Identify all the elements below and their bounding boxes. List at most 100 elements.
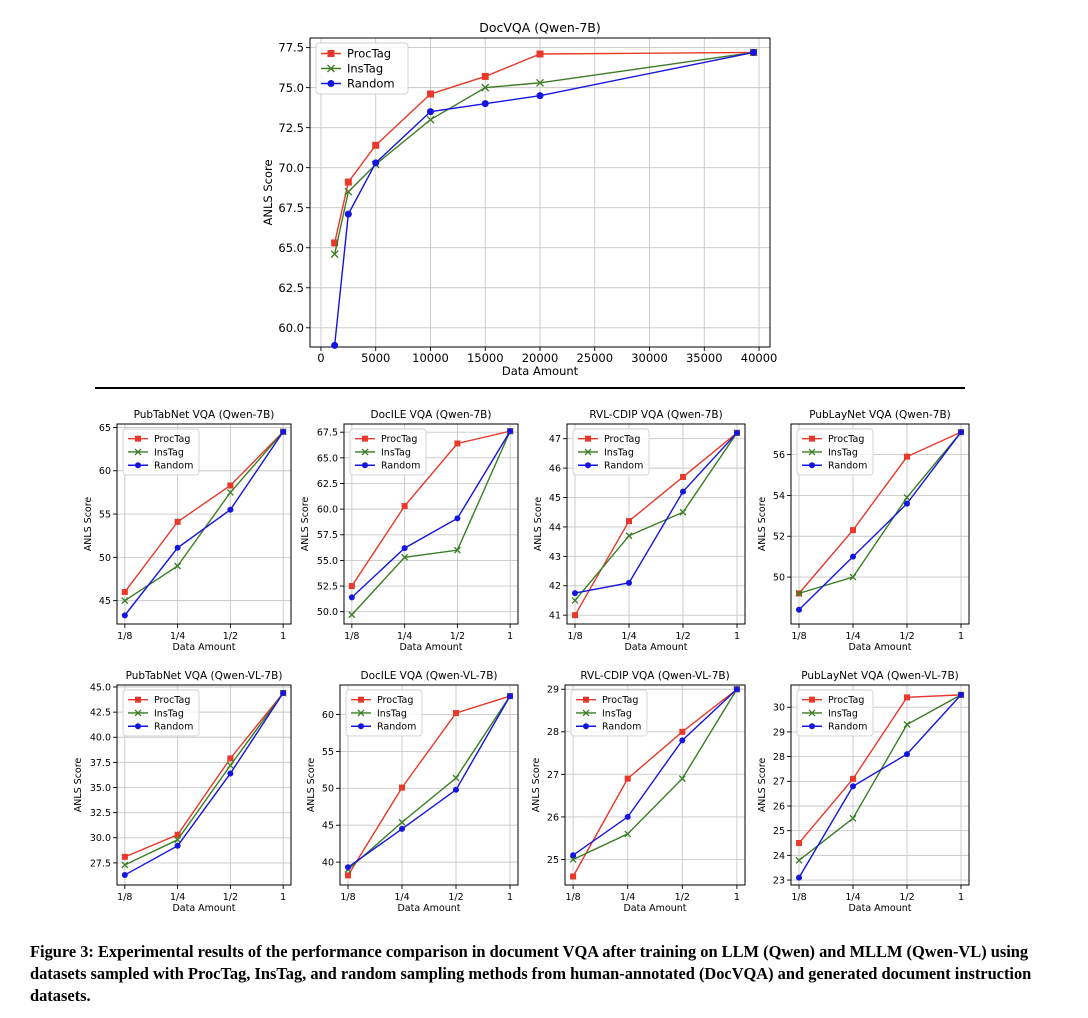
- chart-title: RVL-CDIP VQA (Qwen-7B): [589, 409, 722, 421]
- data-point: [344, 187, 353, 196]
- y-tick-label: 56: [773, 450, 785, 461]
- series-line: [124, 692, 284, 866]
- data-point: [626, 518, 633, 525]
- x-tick-label: 1/8: [791, 892, 806, 903]
- y-tick-label: 75.0: [278, 81, 304, 95]
- data-point: [398, 818, 406, 826]
- data-point: [570, 873, 577, 880]
- data-point: [348, 583, 355, 590]
- data-point: [808, 709, 816, 717]
- data-point: [331, 341, 339, 349]
- plot-frame: [339, 684, 519, 886]
- data-point: [227, 755, 234, 762]
- legend-label: ProcTag: [604, 434, 640, 445]
- x-tick-label: 1/2: [899, 631, 914, 642]
- legend-label: ProcTag: [347, 47, 391, 61]
- x-tick-label: 1/8: [340, 892, 355, 903]
- series-instag: [795, 691, 965, 864]
- series-random: [348, 428, 514, 601]
- legend-box: [122, 428, 200, 476]
- y-tick-label: 32.5: [90, 808, 111, 819]
- data-point: [362, 462, 368, 469]
- x-tick-label: 35000: [686, 351, 723, 365]
- data-point: [330, 250, 339, 259]
- series-random: [331, 48, 758, 349]
- y-tick-label: 45: [322, 821, 334, 832]
- series-line: [333, 51, 754, 346]
- data-point: [481, 100, 489, 108]
- plot-frame: [564, 684, 746, 886]
- series-line: [351, 430, 511, 598]
- y-tick-label: 26: [547, 812, 559, 823]
- data-point: [372, 141, 380, 149]
- data-point: [796, 874, 803, 881]
- data-point: [135, 435, 141, 442]
- legend-label: InsTag: [377, 708, 407, 719]
- x-tick-label: 1/8: [567, 631, 582, 642]
- data-point: [625, 532, 633, 540]
- y-tick-label: 55: [99, 509, 111, 520]
- y-tick-label: 42: [549, 581, 561, 592]
- data-point: [121, 853, 128, 860]
- data-point: [796, 840, 803, 847]
- legend-label: ProcTag: [381, 434, 417, 445]
- y-tick-label: 45: [99, 596, 111, 607]
- data-point: [808, 448, 816, 456]
- series-random: [121, 690, 287, 878]
- y-tick-label: 30: [773, 703, 785, 714]
- series-line: [572, 688, 738, 877]
- legend: ProcTag InsTag Random: [349, 428, 427, 476]
- data-point: [121, 588, 128, 595]
- series-instag: [571, 429, 741, 604]
- data-point: [903, 751, 910, 758]
- chart-panel: 1/8 1/4 1/2 1 40 45 50 55 60 DocILE VQA (Qwen-VL-…: [306, 670, 519, 914]
- data-point: [569, 856, 577, 863]
- x-tick-label: 1/4: [621, 631, 636, 642]
- legend: ProcTag InsTag Random: [572, 428, 650, 476]
- legend-box: [796, 689, 874, 737]
- grid: [310, 38, 770, 347]
- y-tick-label: 72.5: [278, 121, 304, 135]
- y-tick-label: 44: [549, 522, 561, 533]
- y-tick-label: 42.5: [90, 708, 111, 719]
- data-point: [585, 435, 591, 442]
- data-point: [679, 473, 686, 480]
- y-tick-label: 54: [773, 491, 785, 502]
- chart-panel: 0 5000 10000 15000 20000 25000 30000 35000 40000…: [261, 20, 777, 378]
- legend-label: Random: [828, 722, 867, 733]
- x-tick-label: 1: [958, 631, 964, 642]
- series-random: [572, 429, 740, 597]
- series-line: [574, 432, 738, 601]
- series-line: [572, 688, 738, 856]
- data-point: [903, 453, 910, 460]
- legend-box: [349, 428, 427, 476]
- data-point: [850, 527, 857, 534]
- data-point: [121, 871, 128, 878]
- legend: ProcTag InsTag Random: [345, 689, 423, 737]
- data-point: [280, 690, 287, 697]
- legend-label: Random: [154, 722, 193, 733]
- x-tick-label: 1/2: [899, 892, 914, 903]
- y-tick-label: 57.5: [317, 530, 338, 541]
- series-line: [798, 431, 962, 611]
- data-point: [536, 92, 544, 100]
- data-point: [174, 518, 181, 525]
- data-point: [585, 462, 591, 469]
- x-tick-label: 20000: [522, 351, 559, 365]
- data-point: [679, 728, 686, 735]
- data-point: [957, 691, 964, 698]
- data-point: [679, 508, 687, 516]
- x-tick-label: 1/4: [170, 631, 185, 642]
- y-tick-label: 70.0: [278, 161, 304, 175]
- legend-label: InsTag: [154, 708, 184, 719]
- data-point: [361, 448, 369, 456]
- data-point: [348, 594, 355, 601]
- data-point: [809, 462, 815, 469]
- x-tick-label: 1/2: [675, 892, 690, 903]
- data-point: [453, 546, 461, 554]
- y-tick-label: 60.0: [278, 321, 304, 335]
- x-tick-label: 1/8: [565, 892, 580, 903]
- data-point: [399, 784, 406, 791]
- data-point: [174, 842, 181, 849]
- data-point: [850, 553, 857, 560]
